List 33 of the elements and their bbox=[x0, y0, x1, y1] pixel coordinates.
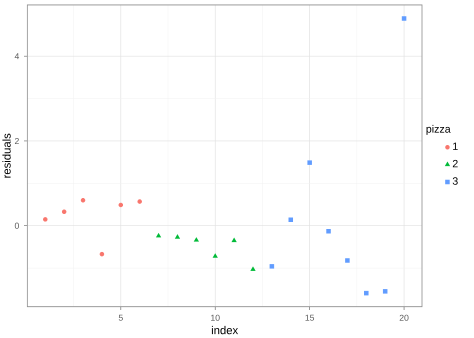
point bbox=[250, 266, 256, 271]
point bbox=[156, 233, 162, 238]
point bbox=[288, 218, 294, 222]
x-tick-label: 10 bbox=[211, 314, 220, 321]
point bbox=[364, 290, 369, 296]
point bbox=[270, 264, 274, 269]
legend-label: 1 bbox=[453, 142, 458, 150]
y-axis-title: residuals bbox=[2, 134, 11, 178]
point bbox=[62, 209, 66, 214]
point bbox=[402, 16, 406, 21]
x-tick-label: 15 bbox=[306, 314, 314, 321]
point bbox=[43, 217, 48, 222]
point bbox=[345, 258, 350, 263]
point bbox=[212, 253, 218, 258]
y-tick-label: 0 bbox=[14, 222, 19, 229]
point bbox=[137, 199, 142, 204]
point bbox=[382, 289, 388, 294]
point bbox=[175, 234, 180, 239]
point bbox=[326, 228, 331, 234]
y-tick-label: 2 bbox=[14, 138, 19, 144]
x-tick-label: 20 bbox=[400, 314, 409, 321]
legend-label: 2 bbox=[452, 160, 458, 168]
point bbox=[232, 238, 237, 242]
point bbox=[118, 202, 124, 208]
x-tick-label: 5 bbox=[118, 314, 123, 321]
point bbox=[100, 252, 104, 256]
x-axis-title: index bbox=[212, 326, 238, 334]
legend-title: pizza bbox=[426, 124, 451, 135]
legend-label: 3 bbox=[452, 177, 458, 185]
point bbox=[307, 160, 312, 165]
point bbox=[80, 198, 86, 203]
point bbox=[194, 237, 199, 242]
y-tick-label: 4 bbox=[14, 53, 20, 60]
